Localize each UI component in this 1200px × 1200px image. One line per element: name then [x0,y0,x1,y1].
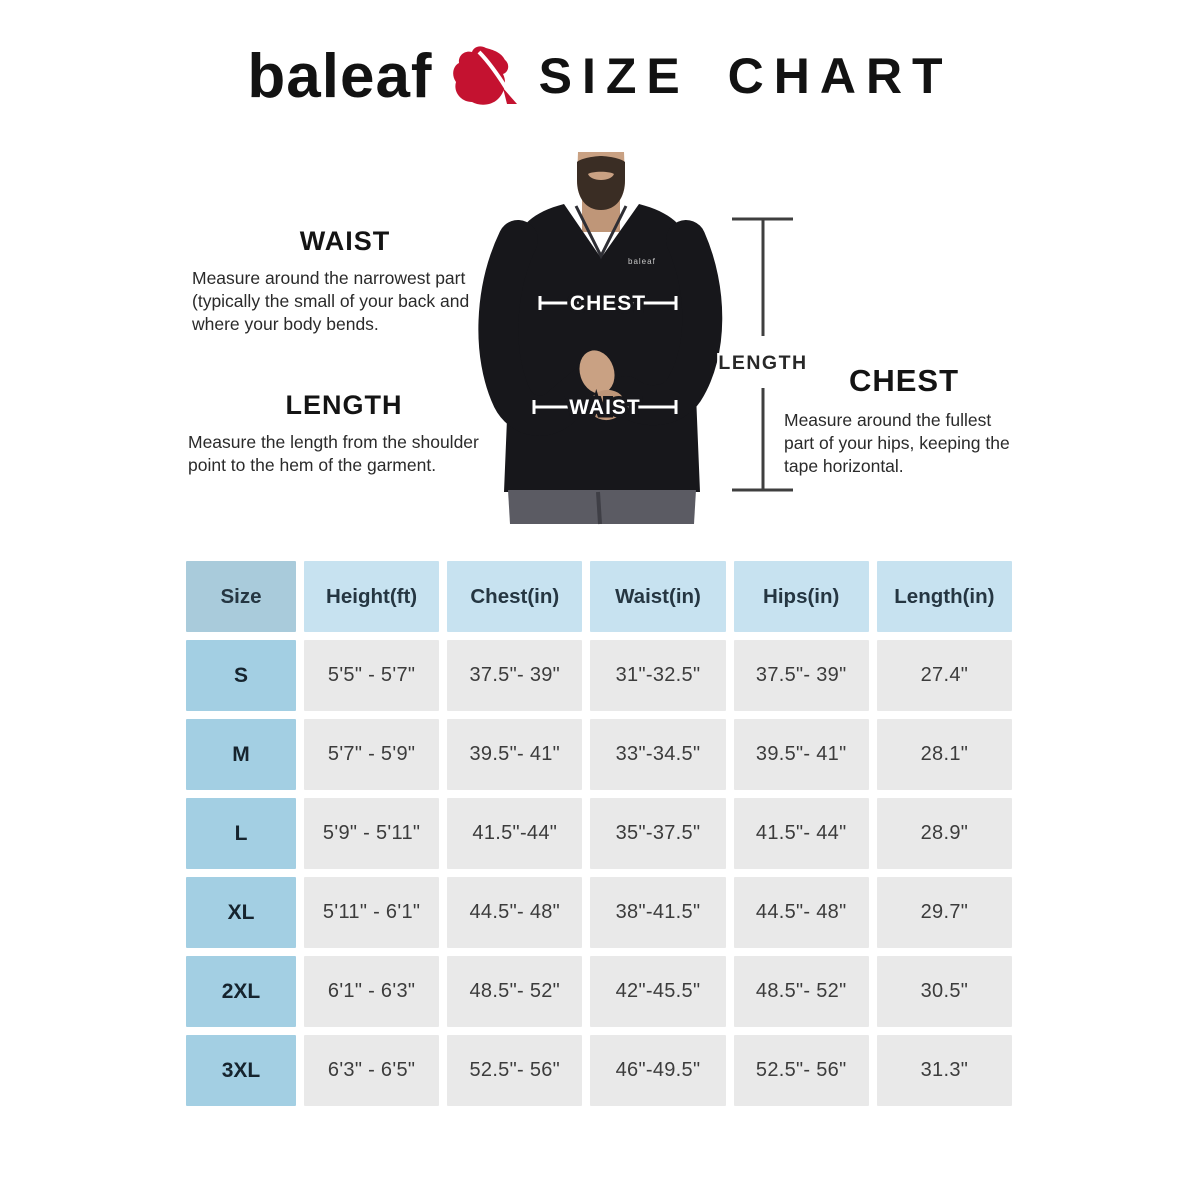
waist-guide-body: Measure around the narrowest part (typic… [192,268,470,335]
chest-measure-label: CHEST [570,292,646,315]
size-value-cell: 35"-37.5" [590,798,726,869]
size-value-cell: 48.5"- 52" [733,956,869,1027]
model-shirt: baleaf [478,204,723,492]
length-guide-heading: LENGTH [285,390,403,420]
model-head [577,152,625,232]
size-value-cell: 31.3" [876,1035,1012,1106]
size-value-cell: 28.1" [876,719,1012,790]
length-measure-label: LENGTH [718,352,807,374]
length-guide-body: Measure the length from the shoulder poi… [188,432,479,476]
column-header: Height(ft) [304,561,440,632]
waist-measure-label: WAIST [569,396,641,419]
size-value-cell: 37.5"- 39" [733,640,869,711]
size-value-cell: 48.5"- 52" [447,956,583,1027]
waist-guide-heading: WAIST [299,226,391,256]
chest-guide-block: CHEST Measure around the fullest part of… [784,363,1024,478]
size-row-label: 2XL [186,956,296,1027]
length-measure-line [732,217,793,492]
baleaf-leaf-icon [452,46,517,105]
chest-guide-body: Measure around the fullest part of your … [784,410,1010,477]
size-value-cell: 38"-41.5" [590,877,726,948]
size-row-label: XL [186,877,296,948]
column-header-size: Size [186,561,296,632]
size-value-cell: 31"-32.5" [590,640,726,711]
size-value-cell: 44.5"- 48" [733,877,869,948]
size-value-cell: 39.5"- 41" [733,719,869,790]
size-value-cell: 41.5"- 44" [733,798,869,869]
size-value-cell: 5'5" - 5'7" [304,640,440,711]
size-value-cell: 44.5"- 48" [447,877,583,948]
column-header: Length(in) [876,561,1012,632]
size-value-cell: 33"-34.5" [590,719,726,790]
model-figure: baleaf CHEST WAIST LENGTH [478,152,809,525]
size-value-cell: 6'3" - 6'5" [304,1035,440,1106]
size-value-cell: 28.9" [876,798,1012,869]
size-value-cell: 29.7" [876,877,1012,948]
size-value-cell: 52.5"- 56" [733,1035,869,1106]
size-row-label: 3XL [186,1035,296,1106]
chest-measure-line [538,296,678,310]
size-table: Size Height(ft) Chest(in) Waist(in) Hips(in)… [186,561,1012,1106]
size-value-cell: 5'11" - 6'1" [304,877,440,948]
length-guide-block: LENGTH Measure the length from the shoul… [188,390,500,477]
waist-measure-line [532,400,678,414]
size-row-label: S [186,640,296,711]
size-value-cell: 27.4" [876,640,1012,711]
waist-guide-block: WAIST Measure around the narrowest part … [192,226,498,336]
size-value-cell: 30.5" [876,956,1012,1027]
column-header: Waist(in) [590,561,726,632]
size-value-cell: 52.5"- 56" [447,1035,583,1106]
size-row-label: M [186,719,296,790]
brand-logo-text: baleaf [247,41,433,111]
size-value-cell: 46"-49.5" [590,1035,726,1106]
size-value-cell: 41.5"-44" [447,798,583,869]
size-value-cell: 5'9" - 5'11" [304,798,440,869]
chest-guide-heading: CHEST [848,363,960,398]
size-row-label: L [186,798,296,869]
column-header: Chest(in) [447,561,583,632]
brand-header: baleaf SIZE CHART [0,38,1200,114]
shirt-chest-logo: baleaf [628,257,656,266]
page-title: SIZE CHART [538,48,953,104]
column-header: Hips(in) [733,561,869,632]
model-shorts [508,490,696,524]
size-value-cell: 42"-45.5" [590,956,726,1027]
size-value-cell: 5'7" - 5'9" [304,719,440,790]
size-value-cell: 39.5"- 41" [447,719,583,790]
size-value-cell: 37.5"- 39" [447,640,583,711]
size-value-cell: 6'1" - 6'3" [304,956,440,1027]
